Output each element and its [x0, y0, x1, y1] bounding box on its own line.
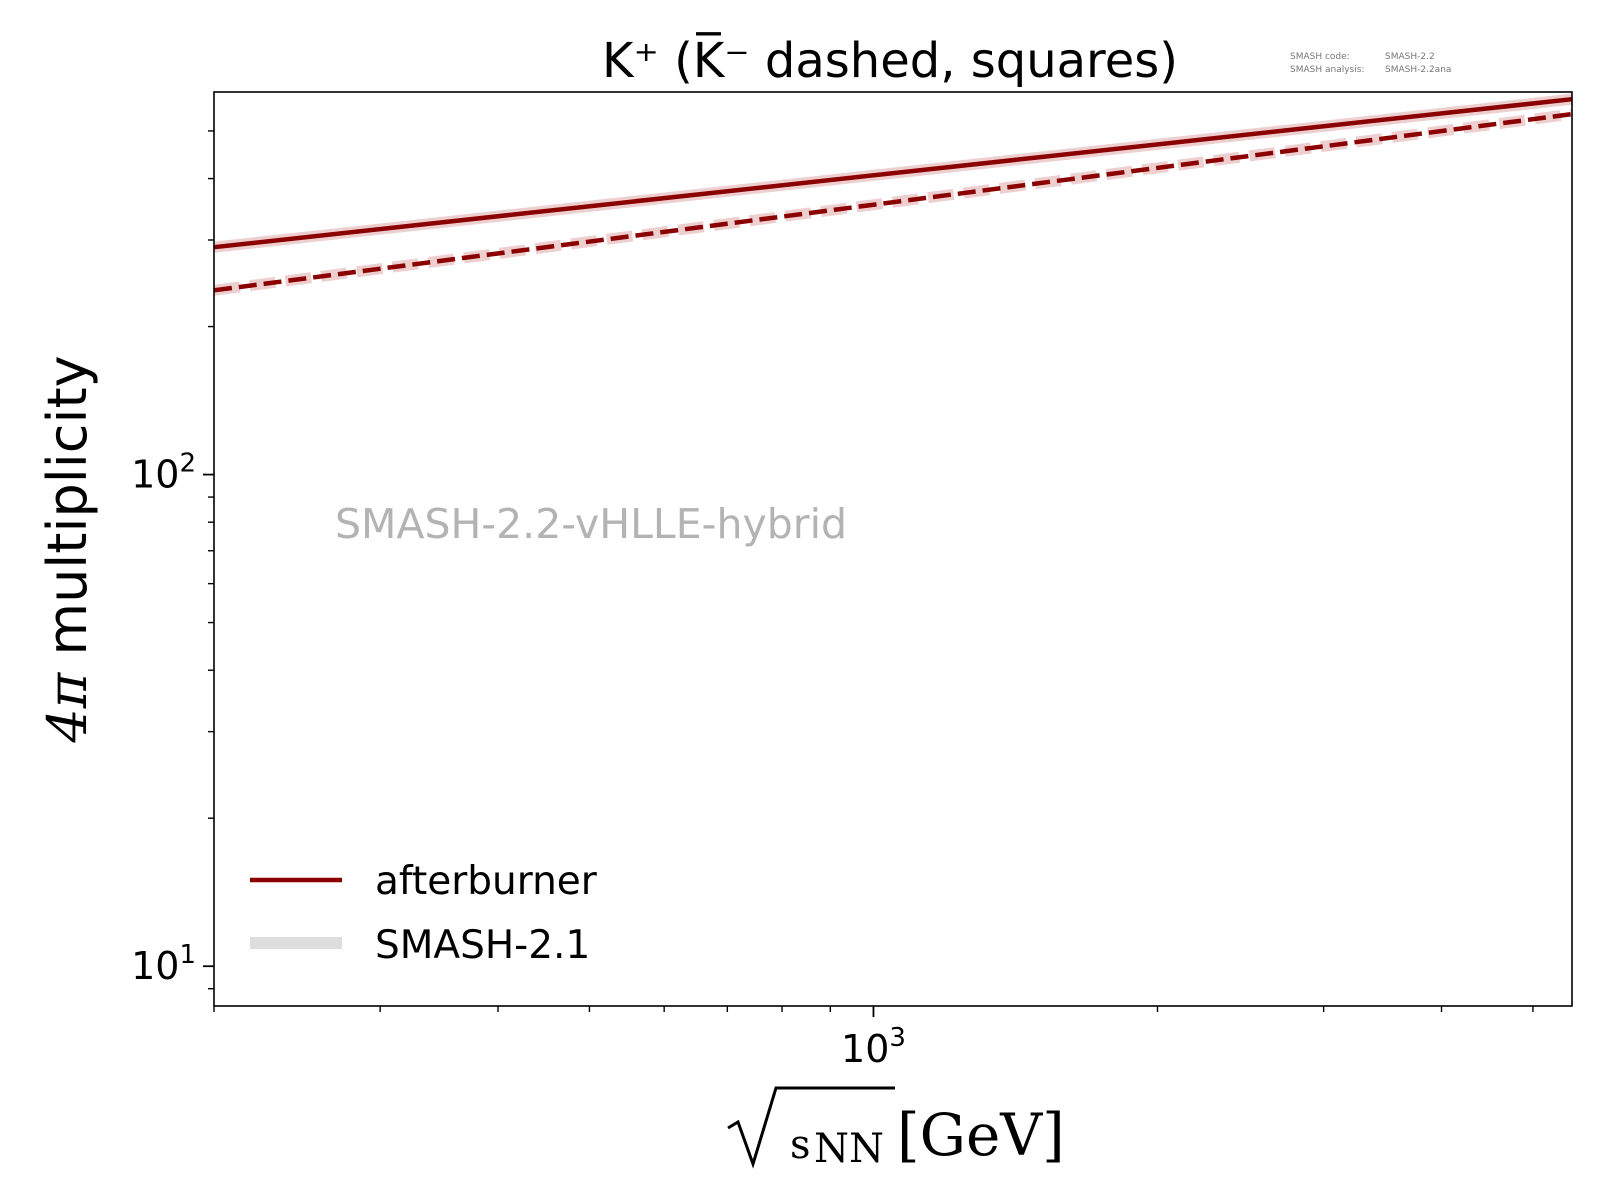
series-layer [213, 93, 1573, 296]
version-analysis-label: SMASH analysis: [1290, 65, 1364, 75]
plot-frame [213, 91, 1573, 1007]
legend-label-smash-2-1: SMASH-2.1 [375, 923, 590, 968]
y-axis-label-symbol: 4π [36, 671, 99, 743]
y-axis-label: 4π multiplicity [36, 355, 99, 743]
y-tick-label: 102 [131, 449, 196, 497]
version-code-label: SMASH code: [1290, 52, 1350, 62]
version-analysis-value: SMASH-2.2ana [1385, 65, 1451, 75]
legend: afterburner SMASH-2.1 [250, 859, 598, 968]
x-axis-label-unit: [GeV] [897, 1101, 1065, 1169]
watermark-text: SMASH-2.2-vHLLE-hybrid [335, 500, 847, 548]
plot-background [214, 92, 1572, 1006]
chart-title: K⁺ (K̅⁻ dashed, squares) [602, 31, 1178, 89]
plot-area: 103 101 102 [131, 91, 1573, 1071]
x-axis-label-radicand: s [790, 1122, 811, 1168]
x-tick-label: 103 [841, 1023, 906, 1071]
series-line-3-afterburner [213, 96, 1573, 250]
x-axis-label-subscript: NN [814, 1126, 884, 1172]
y-tick-label: 101 [131, 940, 196, 988]
legend-label-afterburner: afterburner [375, 859, 598, 904]
version-code-value: SMASH-2.2 [1385, 52, 1435, 62]
y-axis-label-text: multiplicity [36, 355, 99, 672]
tick-layer: 103 101 102 [131, 130, 1534, 1071]
x-axis-label: s NN [GeV] [727, 1086, 1065, 1172]
series-line-4-dashed [213, 111, 1573, 293]
version-note: SMASH code: SMASH-2.2 SMASH analysis: SM… [1290, 52, 1451, 75]
sqrt-sign [727, 1086, 895, 1169]
